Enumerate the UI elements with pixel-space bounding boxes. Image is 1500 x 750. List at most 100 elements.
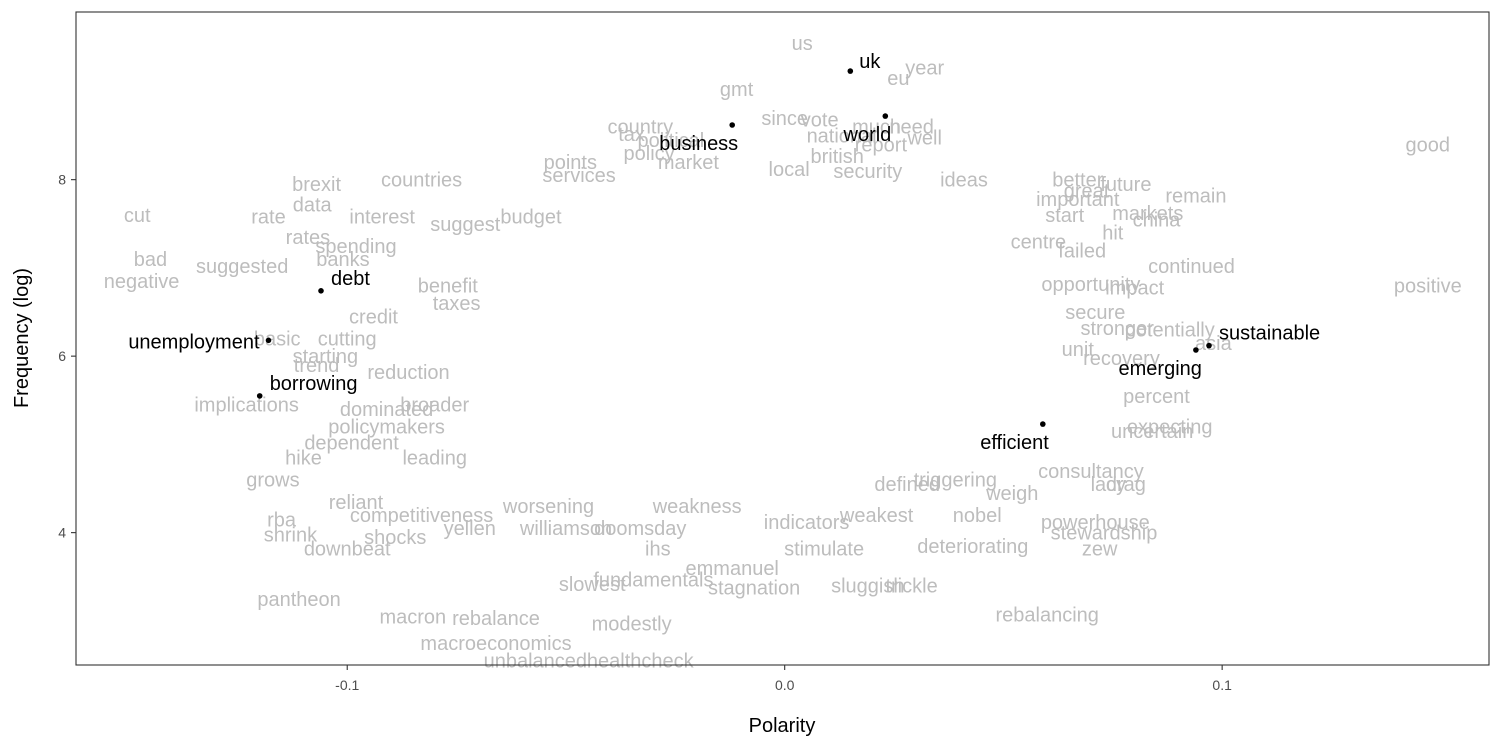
background-word-trend: trend: [294, 355, 340, 377]
background-word-continued: continued: [1148, 256, 1235, 278]
background-word-dominated: dominated: [340, 399, 433, 421]
background-word-impact: impact: [1105, 277, 1164, 299]
background-word-weigh: weigh: [985, 483, 1038, 505]
background-word-local: local: [769, 159, 810, 181]
plot-background: [76, 12, 1489, 665]
background-word-healthcheck: healthcheck: [587, 651, 695, 673]
background-word-centre: centre: [1011, 231, 1067, 253]
background-word-rebalance: rebalance: [452, 608, 540, 630]
y-tick-label: 4: [58, 525, 66, 541]
background-word-triggering: triggering: [914, 470, 997, 492]
label-emerging: emerging: [1119, 358, 1202, 380]
background-word-well: well: [906, 127, 941, 149]
background-word-unit: unit: [1062, 339, 1095, 361]
background-word-important: important: [1036, 189, 1120, 211]
label-sustainable: sustainable: [1219, 323, 1320, 345]
background-word-competitiveness: competitiveness: [350, 505, 493, 527]
background-word-rates: rates: [286, 227, 330, 249]
background-word-implications: implications: [194, 395, 298, 417]
background-word-china: china: [1133, 209, 1182, 231]
background-word-macroeconomics: macroeconomics: [420, 633, 571, 655]
background-word-doomsday: doomsday: [594, 518, 686, 540]
background-word-macron: macron: [379, 607, 446, 629]
background-word-spending: spending: [315, 236, 396, 258]
x-tick-label: 0.0: [775, 677, 795, 693]
background-word-trickle: trickle: [885, 576, 937, 598]
background-word-suggest: suggest: [430, 214, 500, 236]
background-word-credit: credit: [349, 306, 398, 328]
background-word-secure: secure: [1065, 302, 1125, 324]
background-word-broader: broader: [400, 395, 469, 417]
background-word-expecting: expecting: [1127, 417, 1213, 439]
background-word-starting: starting: [293, 346, 359, 368]
background-word-rate: rate: [251, 207, 285, 229]
background-word-uncertain: uncertain: [1111, 421, 1193, 443]
background-word-gmt: gmt: [720, 79, 754, 101]
background-word-grows: grows: [246, 470, 299, 492]
background-word-better: better: [1052, 170, 1103, 192]
label-efficient: efficient: [980, 432, 1049, 454]
background-word-rebalancing: rebalancing: [995, 605, 1098, 627]
point-world: [882, 113, 889, 119]
point-business: [729, 122, 735, 128]
point-sustainable: [1206, 342, 1212, 349]
background-word-recovery: recovery: [1083, 348, 1160, 370]
background-word-yellen: yellen: [444, 518, 496, 540]
background-word-stimulate: stimulate: [784, 539, 864, 561]
background-word-emmanuel: emmanuel: [686, 558, 779, 580]
background-word-services: services: [542, 165, 615, 187]
x-tick-label: 0.1: [1212, 677, 1232, 693]
background-word-williamson: williamson: [519, 518, 612, 540]
background-word-unbalanced: unbalanced: [484, 651, 587, 673]
plot-panel-border: [75, 11, 1490, 666]
background-word-budget: budget: [500, 207, 562, 229]
background-word-remain: remain: [1165, 186, 1226, 208]
background-word-need: need: [889, 117, 934, 139]
background-word-data: data: [293, 194, 333, 216]
point-emerging: [1193, 347, 1199, 353]
label-uk: uk: [859, 51, 881, 73]
x-tick-label: -0.1: [335, 677, 359, 693]
background-word-potentially: potentially: [1125, 320, 1215, 342]
background-word-vote: vote: [801, 110, 839, 132]
background-word-year: year: [905, 58, 944, 80]
background-word-powerhouse: powerhouse: [1041, 512, 1150, 534]
background-word-cut: cut: [124, 205, 151, 227]
label-business: business: [659, 133, 738, 155]
background-word-us: us: [792, 33, 813, 55]
background-word-stewardship: stewardship: [1051, 523, 1158, 545]
background-word-slowest: slowest: [559, 574, 626, 596]
background-word-benefit: benefit: [418, 276, 478, 298]
axes-layer: -0.1 0.0 0.1 4 6 8: [58, 172, 1232, 693]
background-word-reliant: reliant: [329, 492, 384, 514]
background-word-shrink: shrink: [264, 524, 318, 546]
background-word-banks: banks: [316, 249, 369, 271]
background-word-cutting: cutting: [318, 329, 377, 351]
background-word-points: points: [544, 152, 597, 174]
background-word-brexit: brexit: [292, 174, 341, 196]
background-word-ideas: ideas: [940, 170, 988, 192]
point-unemployment: [265, 337, 272, 344]
background-word-eu: eu: [887, 68, 909, 90]
background-word-reduction: reduction: [367, 362, 449, 384]
background-word-report: report: [855, 134, 908, 156]
background-word-security: security: [833, 161, 902, 183]
background-word-country: country: [608, 117, 674, 139]
background-word-future: future: [1100, 174, 1151, 196]
background-word-zew: zew: [1082, 539, 1118, 561]
background-word-rba: rba: [267, 509, 297, 531]
point-uk: [847, 68, 854, 74]
background-word-opportunity: opportunity: [1041, 274, 1140, 296]
label-borrowing: borrowing: [270, 373, 358, 395]
point-debt: [318, 288, 324, 294]
background-word-deteriorating: deteriorating: [917, 536, 1028, 558]
background-word-indicators: indicators: [764, 512, 850, 534]
background-word-start: start: [1045, 205, 1084, 227]
background-word-weakness: weakness: [652, 496, 742, 518]
background-word-consultancy: consultancy: [1038, 461, 1144, 483]
background-word-suggested: suggested: [196, 256, 288, 278]
background-word-hike: hike: [285, 448, 322, 470]
background-word-percent: percent: [1123, 386, 1190, 408]
